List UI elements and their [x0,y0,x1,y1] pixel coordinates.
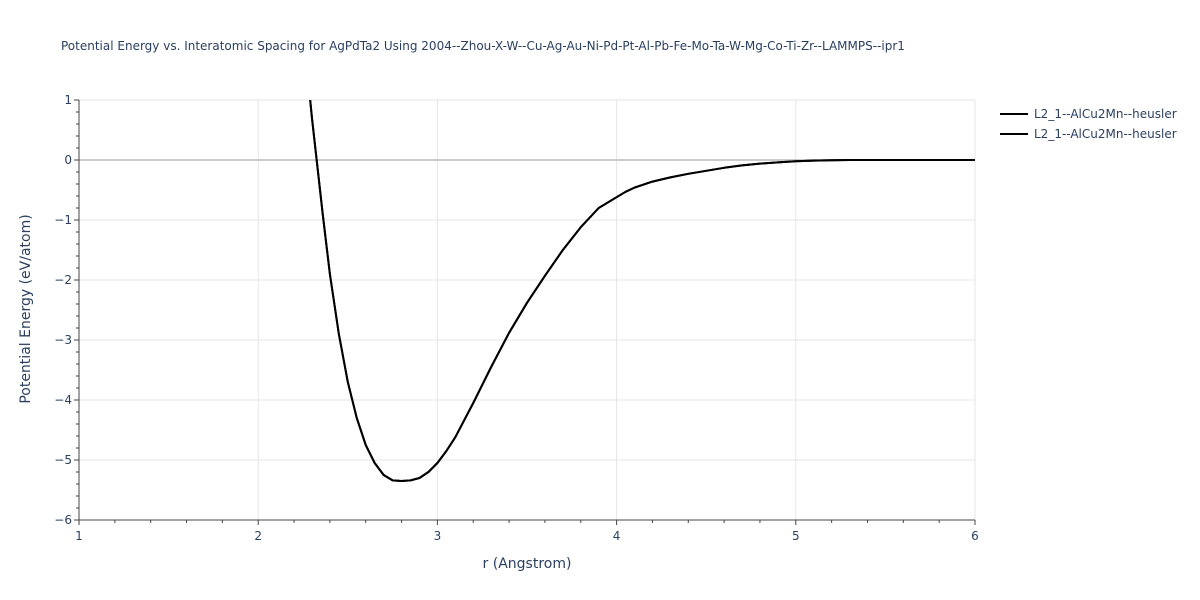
y-tick-label: −4 [54,393,72,407]
x-tick-label: 5 [792,529,800,543]
x-axis-title: r (Angstrom) [483,556,572,572]
chart-title: Potential Energy vs. Interatomic Spacing… [61,39,905,53]
x-tick-label: 1 [75,529,83,543]
series-line-1 [309,100,975,482]
x-tick-label: 4 [613,529,621,543]
legend-label: L2_1--AlCu2Mn--heusler [1034,127,1177,141]
y-tick-label: 0 [64,153,72,167]
legend-item-2[interactable]: L2_1--AlCu2Mn--heusler [1000,127,1177,141]
legend-label: L2_1--AlCu2Mn--heusler [1034,107,1177,121]
y-tick-label: −6 [54,513,72,527]
axes-layer: 1 2 3 4 5 6 1 0 −1 −2 −3 −4 −5 −6 [54,93,979,543]
y-tick-label: −3 [54,333,72,347]
legend[interactable]: L2_1--AlCu2Mn--heusler L2_1--AlCu2Mn--heu… [1000,107,1177,141]
series-layer [309,100,975,482]
grid-layer [79,99,976,520]
y-tick-label: −2 [54,273,72,287]
series-line-2 [309,100,975,482]
x-tick-label: 3 [434,529,442,543]
y-tick-label: −5 [54,453,72,467]
x-tick-label: 6 [971,529,979,543]
y-axis-title: Potential Energy (eV/atom) [18,214,34,403]
y-tick-label: −1 [54,213,72,227]
x-tick-label: 2 [254,529,262,543]
legend-item-1[interactable]: L2_1--AlCu2Mn--heusler [1000,107,1177,121]
y-tick-label: 1 [64,93,72,107]
